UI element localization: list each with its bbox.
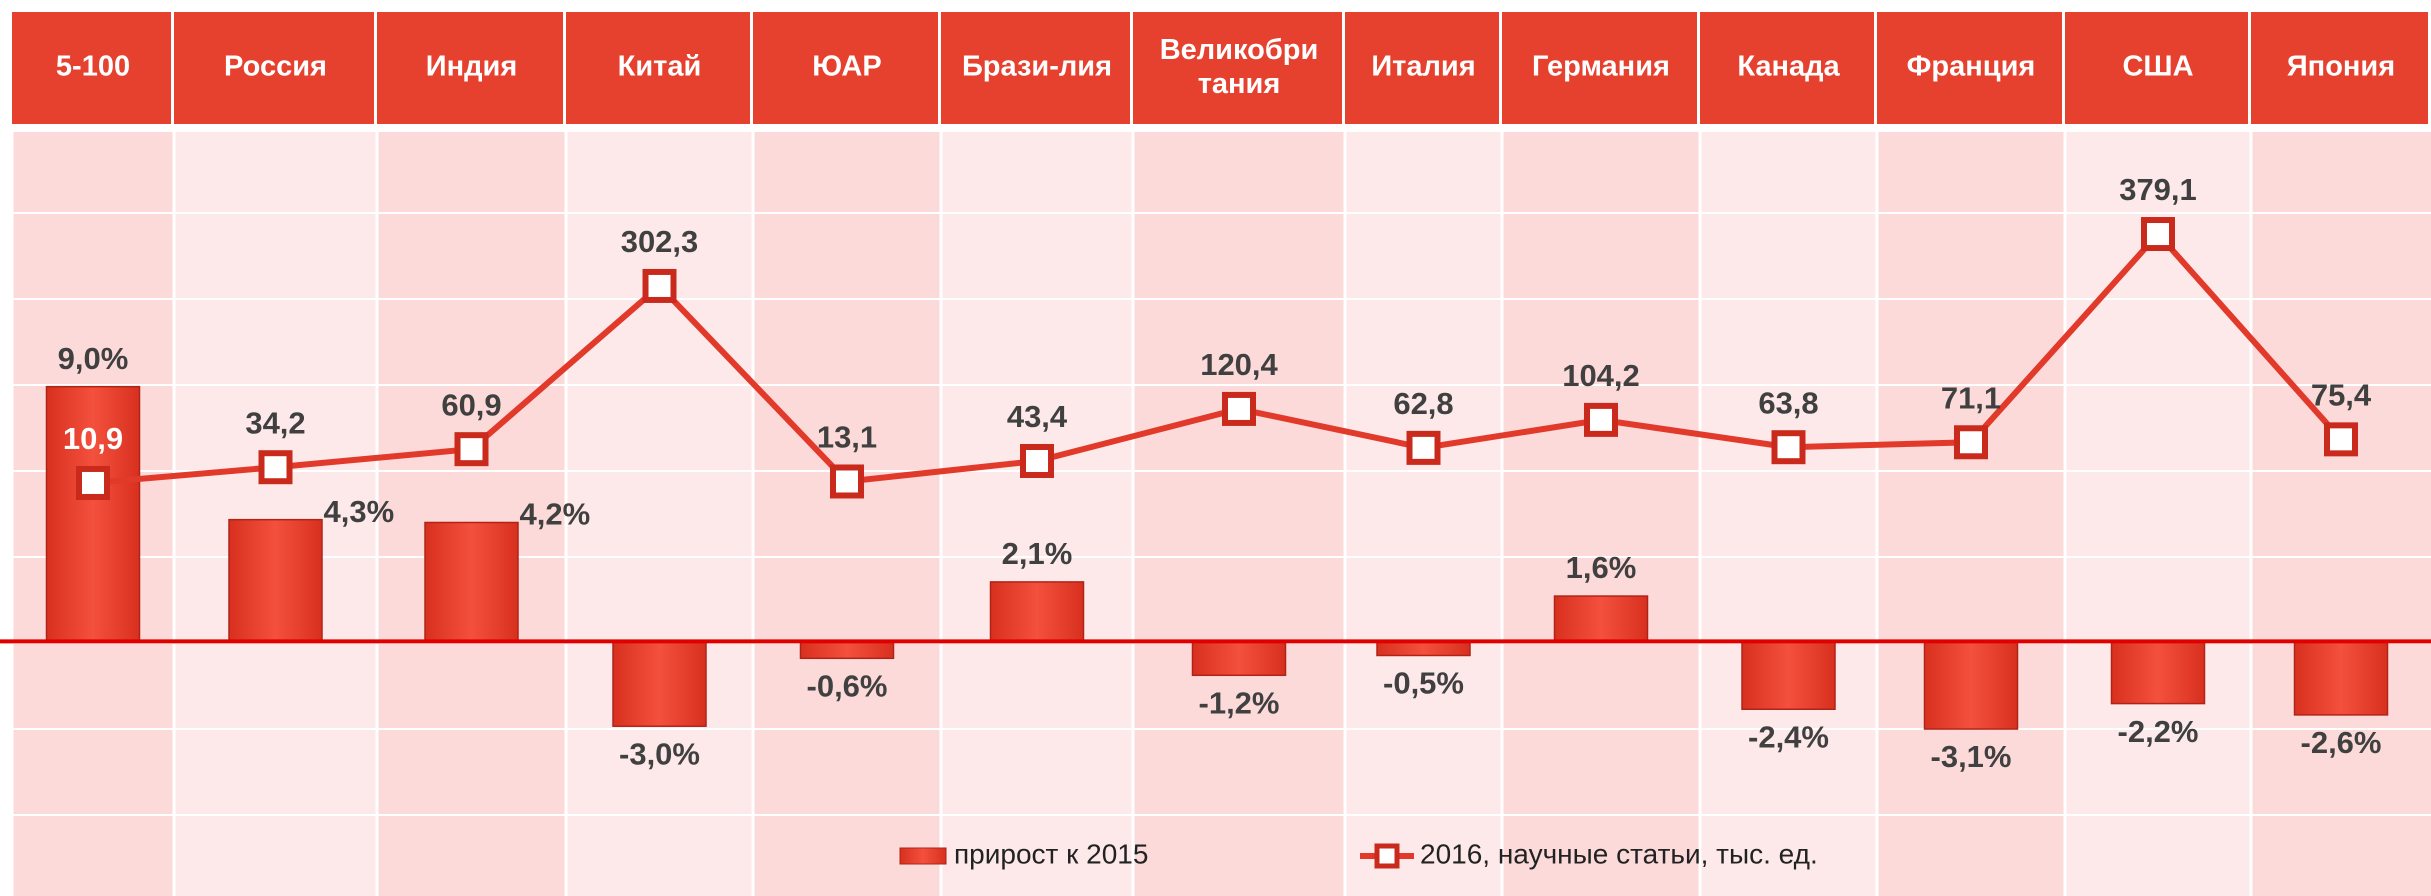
header-label: Великобри тания — [1160, 34, 1319, 100]
column-bg — [377, 132, 566, 896]
line-value-label: 302,3 — [621, 224, 699, 259]
bar-value-label: -3,0% — [619, 736, 700, 771]
column-bg — [1345, 132, 1502, 896]
line-marker — [1406, 430, 1441, 465]
bar — [424, 521, 519, 643]
line-marker — [2141, 217, 2175, 252]
line-marker — [1222, 391, 1256, 426]
background — [0, 132, 2431, 896]
header-label: Брази-лия — [962, 51, 1112, 83]
line-marker — [76, 465, 110, 500]
bar — [2293, 640, 2389, 716]
header: 5-100 Россия Индия Китай ЮАР Брази-лия Великоб… — [12, 12, 2428, 124]
header-cell — [1345, 12, 1499, 124]
bar-value-label: -2,2% — [2118, 714, 2199, 749]
bar-value-label: 4,3% — [324, 494, 395, 529]
header-cell — [12, 12, 171, 124]
header-cell — [753, 12, 938, 124]
legend-swatch — [1374, 843, 1400, 869]
legend-label: прирост к 2015 — [954, 838, 1148, 869]
bar — [2110, 640, 2206, 705]
legend-label: 2016, научные статьи, тыс. ед. — [1420, 838, 1818, 869]
bar-value-label: -2,4% — [1748, 719, 1829, 754]
header-label: Франция — [1907, 51, 2036, 83]
column-bg — [753, 132, 941, 896]
header-label: Германия — [1532, 51, 1670, 83]
line-marker — [1584, 402, 1618, 437]
bar — [1741, 640, 1836, 710]
header-cell — [1877, 12, 2062, 124]
column-bg — [941, 132, 1133, 896]
header-cell — [1133, 12, 1342, 124]
line-marker — [258, 450, 293, 485]
line-marker — [830, 464, 864, 499]
line-value-label: 43,4 — [1007, 399, 1068, 434]
column-bg — [1502, 132, 1700, 896]
line-value-label: 60,9 — [441, 387, 501, 422]
line-value-label: 71,1 — [1941, 380, 2001, 415]
line-marker — [454, 432, 489, 467]
column-bg — [566, 132, 753, 896]
header-cell — [1502, 12, 1697, 124]
line-value-label: 63,8 — [1758, 385, 1818, 420]
line-value-label: 13,1 — [817, 420, 877, 455]
line-value-label: 104,2 — [1562, 358, 1640, 393]
line-marker — [642, 268, 677, 303]
line-marker — [1771, 430, 1806, 465]
bar — [1376, 640, 1471, 657]
plot: 10,9 34,2 60,9 302,3 13,1 43,4 120,4 62,8 104,2 6… — [0, 172, 2431, 869]
bar — [799, 640, 895, 660]
header-cell — [566, 12, 750, 124]
line-value-label: 120,4 — [1200, 347, 1278, 382]
header-label: Индия — [426, 51, 518, 83]
line-value-label: 10,9 — [63, 421, 123, 456]
bar — [228, 518, 323, 643]
bar — [45, 385, 141, 643]
bar — [1553, 595, 1649, 643]
bar-value-label: 4,2% — [520, 497, 591, 532]
header-cell — [2251, 12, 2428, 124]
column-bg — [1877, 132, 2065, 896]
bar-value-label: -3,1% — [1931, 739, 2012, 774]
line-marker — [1954, 425, 1988, 460]
bar-value-label: -0,5% — [1383, 666, 1464, 701]
bar — [1923, 640, 2019, 730]
legend-swatch — [899, 847, 947, 865]
line-value-label: 62,8 — [1393, 386, 1453, 421]
column-bg — [1133, 132, 1345, 896]
bar-value-label: -0,6% — [807, 668, 888, 703]
bar-value-label: 9,0% — [58, 341, 129, 376]
line-value-label: 379,1 — [2119, 172, 2197, 207]
header-label: Китай — [618, 51, 702, 83]
bar-value-label: -2,6% — [2301, 725, 2382, 760]
bar — [989, 581, 1085, 643]
bar — [1191, 640, 1287, 677]
header-label: США — [2122, 51, 2193, 83]
header-label: ЮАР — [812, 51, 881, 83]
header-label: Канада — [1737, 51, 1840, 83]
header-cell — [1700, 12, 1874, 124]
bar — [612, 640, 707, 727]
header-cell — [377, 12, 563, 124]
column-bg — [2251, 132, 2431, 896]
column-bg — [2065, 132, 2251, 896]
column-bg — [1700, 132, 1877, 896]
line-marker — [2324, 422, 2358, 457]
header-cell — [174, 12, 374, 124]
header-cell — [2065, 12, 2248, 124]
bar-value-label: -1,2% — [1199, 685, 1280, 720]
header-label: Италия — [1371, 51, 1475, 83]
header-label: Япония — [2287, 51, 2395, 83]
line-value-label: 75,4 — [2311, 378, 2372, 413]
bar-value-label: 1,6% — [1566, 550, 1637, 585]
line-value-label: 34,2 — [245, 405, 305, 440]
header-cell — [941, 12, 1130, 124]
bar-value-label: 2,1% — [1002, 536, 1073, 571]
header-label: Россия — [224, 51, 327, 83]
line-marker — [1020, 443, 1054, 478]
header-label: 5-100 — [56, 51, 130, 83]
column-bg — [174, 132, 377, 896]
